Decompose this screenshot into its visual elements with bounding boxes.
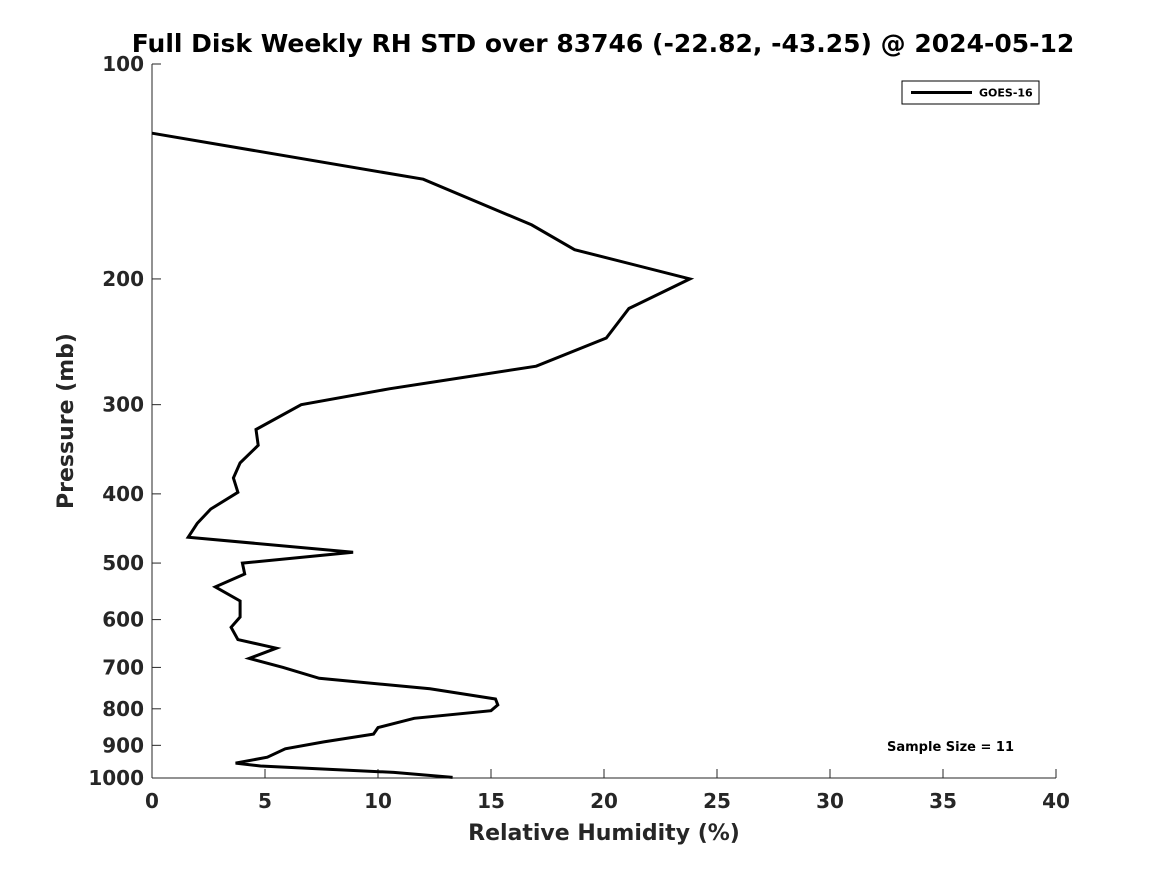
x-tick-label: 5 <box>258 789 272 813</box>
y-axis-label: Pressure (mb) <box>54 333 79 509</box>
series-line-goes-16 <box>151 131 695 779</box>
x-tick-label: 35 <box>929 789 957 813</box>
legend-label-goes-16: GOES-16 <box>979 87 1033 100</box>
y-tick-label: 1000 <box>88 766 144 790</box>
series-layer <box>151 131 695 779</box>
y-tick-label: 200 <box>102 267 144 291</box>
chart-title: Full Disk Weekly RH STD over 83746 (-22.… <box>132 29 1075 58</box>
y-tick-label: 800 <box>102 697 144 721</box>
x-tick-label: 15 <box>477 789 505 813</box>
legend: GOES-16 <box>901 80 1040 105</box>
x-tick-label: 0 <box>145 789 159 813</box>
axes: 0 5 10 15 20 25 30 35 40 100 200 300 400 500 600 700 800… <box>88 52 1070 813</box>
x-tick-label: 30 <box>816 789 844 813</box>
sample-size-annotation: Sample Size = 11 <box>887 740 1014 755</box>
x-tick-label: 40 <box>1042 789 1070 813</box>
x-tick-label: 10 <box>364 789 392 813</box>
y-tick-label: 400 <box>102 482 144 506</box>
x-tick-label: 25 <box>703 789 731 813</box>
x-tick-label: 20 <box>590 789 618 813</box>
y-tick-label: 300 <box>102 393 144 417</box>
y-tick-label: 500 <box>102 551 144 575</box>
y-tick-label: 700 <box>102 655 144 679</box>
x-axis-label: Relative Humidity (%) <box>468 821 740 846</box>
y-tick-label: 100 <box>102 52 144 76</box>
y-tick-label: 600 <box>102 608 144 632</box>
y-tick-label: 900 <box>102 733 144 757</box>
